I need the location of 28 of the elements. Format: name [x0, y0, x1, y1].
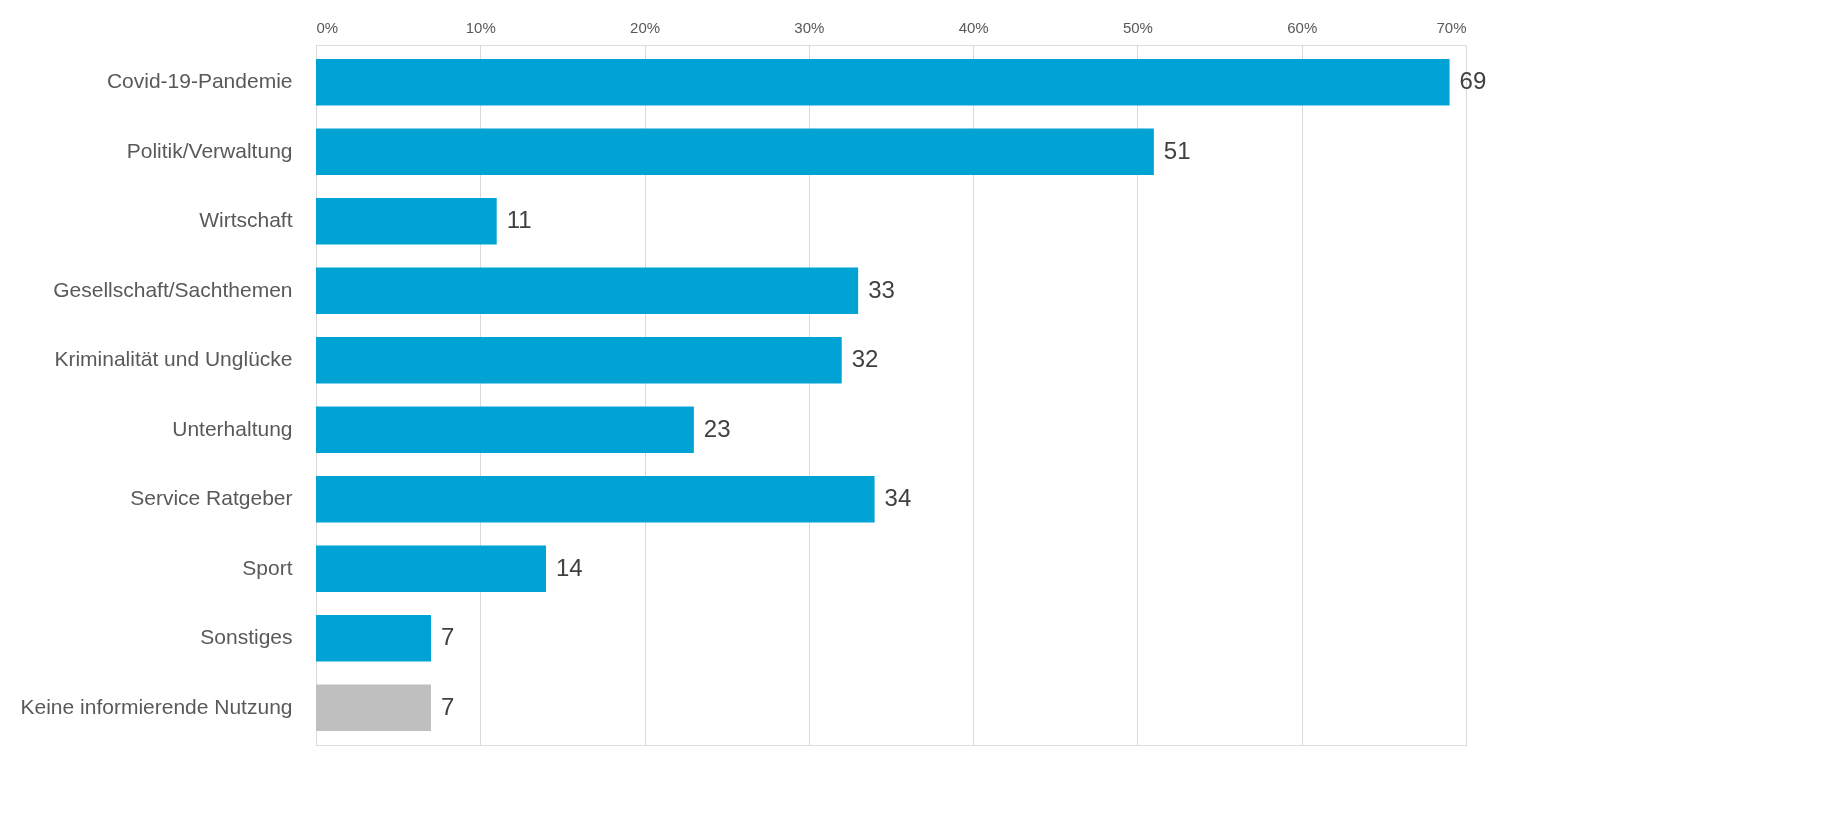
x-tick-label: 70% [1436, 18, 1467, 36]
y-tick-label: Sonstiges [200, 625, 293, 649]
data-label: 11 [506, 206, 532, 234]
x-tick-label: 40% [958, 18, 989, 36]
y-tick-label: Keine informierende Nutzung [20, 694, 293, 718]
data-label: 51 [1163, 136, 1191, 164]
data-label: 14 [556, 553, 583, 581]
x-tick-label: 60% [1287, 18, 1318, 36]
data-label: 69 [1459, 67, 1487, 95]
y-tick-label: Gesellschaft/Sachthemen [53, 277, 293, 301]
x-tick-label: 30% [794, 18, 825, 36]
y-tick-label: Unterhaltung [172, 416, 293, 440]
data-label: 34 [884, 484, 912, 512]
x-tick-label: 0% [316, 18, 339, 36]
data-label: 7 [441, 623, 455, 651]
x-tick-label: 20% [630, 18, 661, 36]
data-label: 7 [441, 692, 455, 720]
x-tick-label: 10% [465, 18, 496, 36]
y-tick-label: Covid-19-Pandemie [106, 69, 293, 93]
y-tick-label: Kriminalität und Unglücke [54, 347, 293, 371]
data-label: 23 [703, 414, 731, 442]
y-tick-label: Wirtschaft [199, 208, 293, 232]
data-label: 33 [868, 275, 895, 303]
y-tick-label: Sport [242, 555, 293, 579]
y-tick-label: Politik/Verwaltung [126, 138, 293, 162]
x-tick-label: 50% [1122, 18, 1153, 36]
data-label: 32 [851, 345, 879, 373]
y-tick-label: Service Ratgeber [130, 486, 293, 510]
